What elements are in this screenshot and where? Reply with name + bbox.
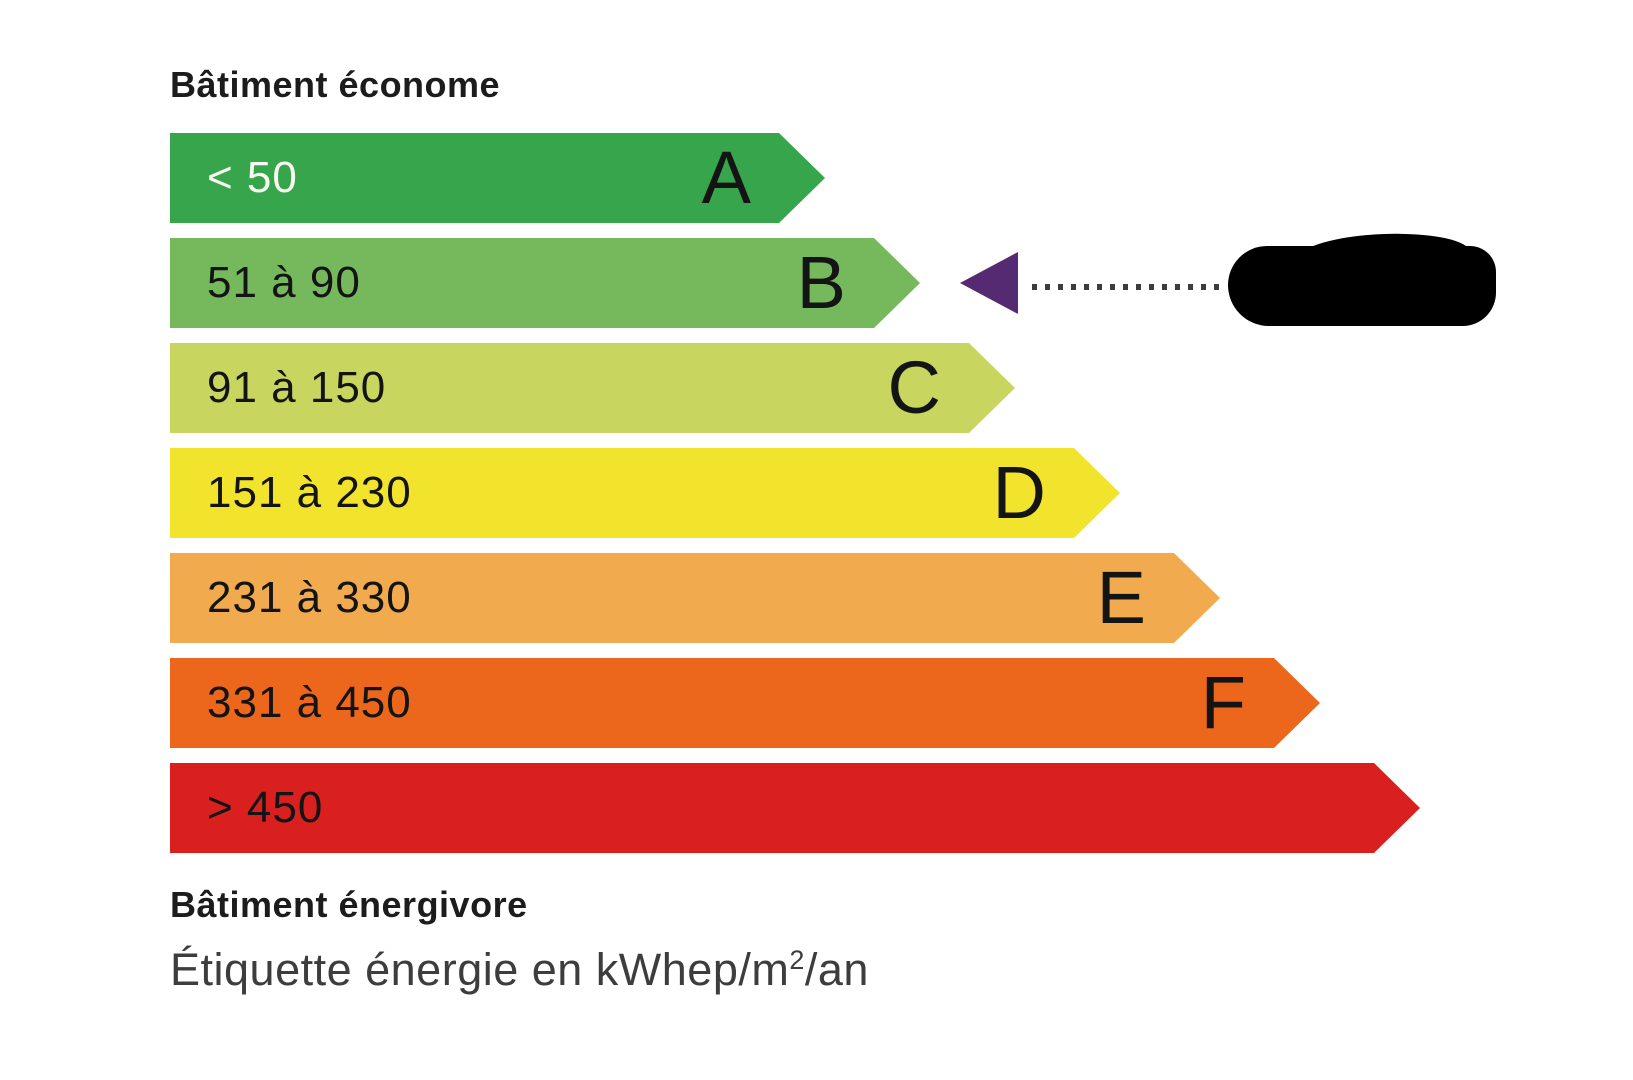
bar-range-label: > 450	[207, 783, 324, 832]
bar-range-label: 231 à 330	[207, 573, 412, 622]
bar-range-label: 91 à 150	[207, 363, 387, 412]
bar-class-letter: C	[887, 346, 941, 429]
bar-range-label: < 50	[207, 153, 298, 202]
bar-range-label: 151 à 230	[207, 468, 412, 517]
bar-range-label: 331 à 450	[207, 678, 412, 727]
bar-range-label: 51 à 90	[207, 258, 361, 307]
bar-class-b: 51 à 90 B	[170, 238, 920, 328]
bar-class-letter: A	[701, 136, 751, 219]
caption-suffix: /an	[804, 944, 869, 995]
bar-class-c: 91 à 150 C	[170, 343, 1015, 433]
energy-hungry-building-label: Bâtiment énergivore	[170, 884, 528, 925]
bar-class-f: 331 à 450 F	[170, 658, 1320, 748]
caption-superscript: 2	[789, 945, 805, 975]
bar-class-letter: E	[1096, 556, 1146, 639]
bar-class-g: > 450	[170, 763, 1420, 853]
economical-building-label: Bâtiment économe	[170, 64, 501, 105]
bar-class-letter: B	[796, 241, 846, 324]
bar-class-e: 231 à 330 E	[170, 553, 1220, 643]
bar-class-d: 151 à 230 D	[170, 448, 1120, 538]
energy-class-bars: < 50 A 51 à 90 B 91 à 150 C 151 à 230 D …	[170, 133, 1420, 853]
class-indicator-arrow-icon	[960, 252, 1018, 314]
caption-prefix: Étiquette énergie en kWhep/m	[170, 944, 790, 995]
dotted-connector-line	[1032, 284, 1222, 290]
bar-class-a: < 50 A	[170, 133, 825, 223]
bar-class-letter: F	[1200, 661, 1246, 744]
bar-class-letter: D	[992, 451, 1046, 534]
energy-label-caption: Étiquette énergie en kWhep/m2/an	[170, 944, 869, 996]
redacted-value-blob	[1228, 246, 1496, 326]
